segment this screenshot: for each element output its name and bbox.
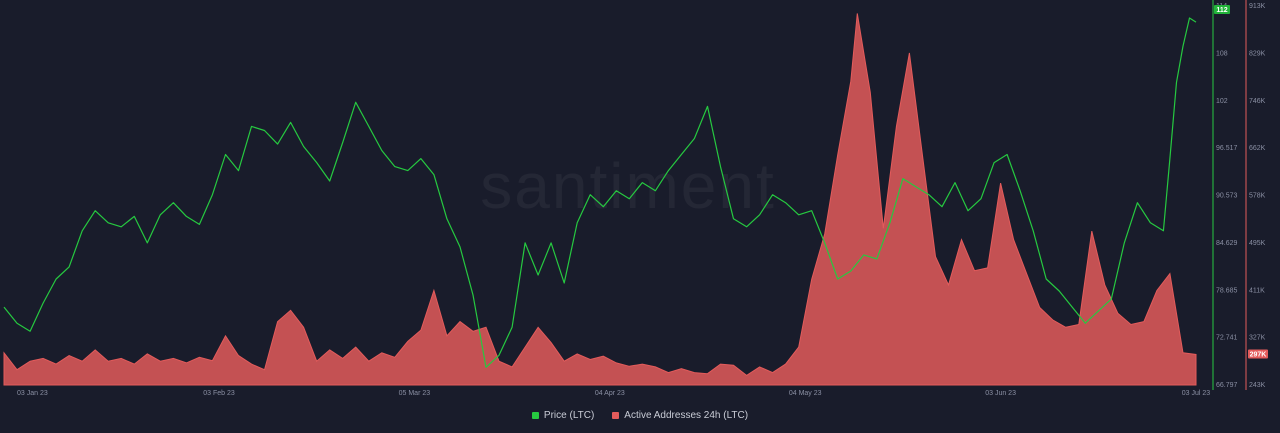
x-tick-label: 04 Apr 23 [595,390,625,397]
addresses-swatch-icon [612,412,620,419]
price-line-layer [3,17,1197,368]
price-tick-label: 96.517 [1216,145,1238,152]
price-tick-label: 78.685 [1216,287,1238,294]
price-tick-label: 90.573 [1216,193,1238,200]
current-value-badges: 112 297K [1214,5,1268,359]
addresses-axis-ticks: 913K 829K 746K 662K 578K 495K 411K 327K 243K [1249,3,1266,389]
addresses-tick-label: 411K [1249,287,1265,294]
x-tick-label: 05 Mar 23 [399,390,431,397]
x-tick-label: 03 Jun 23 [985,390,1016,397]
addresses-badge [1248,349,1268,359]
x-axis-ticks: 03 Jan 23 03 Feb 23 05 Mar 23 04 Apr 23 04 M… [17,390,1210,397]
price-axis-ticks: 11410810296.51790.57384.62978.68572.7416… [1216,3,1238,389]
price-line [3,17,1197,368]
addresses-tick-label: 495K [1249,240,1266,247]
addresses-tick-label: 578K [1249,193,1266,200]
price-swatch-icon [531,412,539,419]
legend-label-price: Price (LTC) [543,410,595,421]
x-tick-label: 03 Jul 23 [1182,390,1211,397]
addresses-tick-label: 662K [1249,145,1266,152]
addresses-tick-label: 913K [1249,3,1266,10]
legend-item-addresses[interactable]: Active Addresses 24h (LTC) [612,410,748,421]
legend: Price (LTC) Active Addresses 24h (LTC) [0,410,1280,421]
price-badge-label: 112 [1216,7,1227,14]
legend-item-price[interactable]: Price (LTC) [531,410,595,421]
x-tick-label: 03 Feb 23 [203,390,235,397]
price-tick-label: 108 [1216,50,1228,57]
addresses-tick-label: 829K [1249,50,1266,57]
price-tick-label: 84.629 [1216,240,1238,247]
addresses-badge-label: 297K [1250,352,1267,359]
x-tick-label: 03 Jan 23 [17,390,48,397]
price-tick-label: 102 [1216,98,1228,105]
addresses-tick-label: 327K [1249,335,1266,342]
price-tick-label: 72.741 [1216,335,1238,342]
addresses-area [3,13,1197,386]
addresses-area-layer [3,13,1197,386]
price-tick-label: 66.797 [1216,382,1238,389]
x-tick-label: 04 May 23 [789,390,822,397]
addresses-tick-label: 746K [1249,98,1266,105]
price-badge [1214,5,1230,14]
addresses-tick-label: 243K [1249,382,1266,389]
legend-label-addresses: Active Addresses 24h (LTC) [624,410,749,421]
